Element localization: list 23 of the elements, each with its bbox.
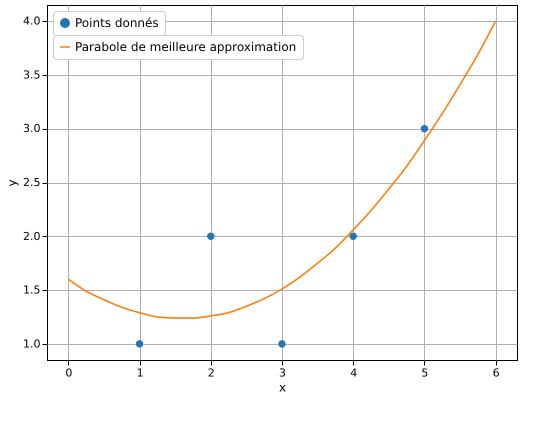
point: [420, 125, 428, 132]
legend-label: Points donnés: [75, 16, 159, 30]
y-axis-title: y: [5, 179, 20, 187]
x-tick-label: 4: [350, 366, 358, 380]
y-tick-label: 2.5: [23, 176, 40, 189]
y-tick-label: 4.0: [23, 14, 40, 28]
point: [207, 232, 214, 240]
y-tick-label: 1.5: [23, 284, 40, 297]
x-tick-label: 2: [208, 366, 215, 380]
point: [350, 232, 357, 240]
y-tick-label: 1.0: [23, 337, 40, 350]
x-tick-label: 1: [136, 366, 144, 380]
y-tick-label: 3.5: [23, 68, 40, 82]
legend-label: Parabole de meilleure approximation: [75, 40, 296, 54]
x-axis-title: x: [278, 380, 286, 394]
y-tick-label: 2.0: [23, 230, 40, 243]
x-tick-label: 5: [421, 366, 428, 380]
point: [278, 340, 286, 348]
x-tick-label: 6: [492, 366, 500, 380]
x-tick-label: 3: [279, 366, 286, 380]
x-tick-label: 0: [65, 366, 72, 380]
y-tick-label: 3.0: [23, 122, 40, 136]
point: [136, 340, 144, 348]
